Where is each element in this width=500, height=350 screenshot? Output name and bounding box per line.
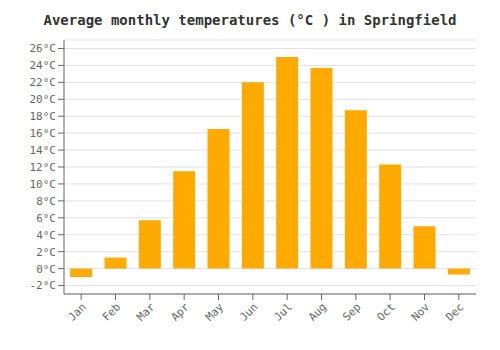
svg-text:Nov: Nov bbox=[409, 300, 433, 324]
svg-text:2°C: 2°C bbox=[36, 246, 56, 259]
svg-text:16°C: 16°C bbox=[30, 127, 57, 140]
svg-text:Jun: Jun bbox=[237, 300, 260, 323]
svg-text:0°C: 0°C bbox=[36, 263, 56, 276]
svg-text:12°C: 12°C bbox=[30, 161, 57, 174]
svg-text:10°C: 10°C bbox=[30, 178, 57, 191]
svg-text:Dec: Dec bbox=[443, 300, 466, 323]
svg-text:20°C: 20°C bbox=[30, 93, 57, 106]
svg-text:4°C: 4°C bbox=[36, 229, 56, 242]
svg-text:6°C: 6°C bbox=[36, 212, 56, 225]
svg-text:14°C: 14°C bbox=[30, 144, 57, 157]
svg-text:Jul: Jul bbox=[272, 300, 295, 323]
svg-text:Mar: Mar bbox=[134, 300, 158, 324]
svg-text:Aug: Aug bbox=[306, 300, 329, 323]
svg-text:May: May bbox=[203, 300, 227, 324]
svg-text:Feb: Feb bbox=[100, 300, 123, 323]
html-text:Average monthly temperatures (: Average monthly temperatures (°C ) in Sp… bbox=[43, 12, 457, 28]
svg-text:26°C: 26°C bbox=[30, 42, 57, 55]
svg-text:Sep: Sep bbox=[340, 300, 363, 323]
svg-text:8°C: 8°C bbox=[36, 195, 56, 208]
svg-text:-2°C: -2°C bbox=[30, 279, 57, 292]
svg-text:Oct: Oct bbox=[375, 300, 398, 323]
svg-text:24°C: 24°C bbox=[30, 59, 57, 72]
svg-text:18°C: 18°C bbox=[30, 110, 57, 123]
svg-text:Jan: Jan bbox=[66, 300, 89, 323]
svg-text:22°C: 22°C bbox=[30, 76, 57, 89]
svg-text:Apr: Apr bbox=[169, 300, 193, 324]
